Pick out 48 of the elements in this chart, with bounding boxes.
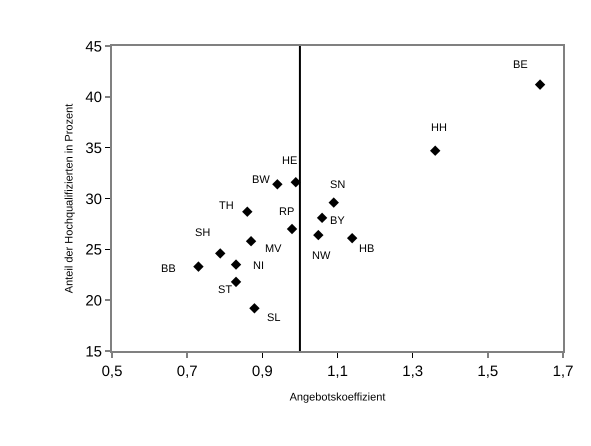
y-tick-label: 20 bbox=[85, 292, 102, 310]
point bbox=[230, 276, 242, 288]
point bbox=[193, 261, 204, 272]
y-tick-label: 25 bbox=[85, 242, 102, 259]
point bbox=[286, 224, 298, 234]
annotation: BB bbox=[161, 263, 176, 275]
annotation: BW bbox=[252, 174, 270, 186]
y-tick-label: 35 bbox=[85, 140, 102, 157]
y-tick-label: 15 bbox=[85, 343, 102, 360]
x-tick-label: 1,5 bbox=[477, 363, 498, 380]
annotation: BY bbox=[330, 215, 346, 227]
y-tick-label: 45 bbox=[85, 38, 102, 56]
point bbox=[313, 230, 324, 240]
x-tick-label: 1,3 bbox=[402, 363, 424, 380]
annotation: BE bbox=[513, 59, 528, 71]
point bbox=[328, 197, 339, 208]
annotation: ST bbox=[218, 284, 232, 296]
y-axis-title: Anteil der Hochqualifizierten in Prozent bbox=[63, 104, 76, 294]
annotation: NW bbox=[312, 250, 331, 262]
y-tick-label: 30 bbox=[85, 190, 102, 208]
annotation: NI bbox=[253, 260, 264, 272]
annotation: HH bbox=[431, 122, 447, 134]
x-tick-label: 0,5 bbox=[102, 363, 122, 380]
point bbox=[249, 303, 260, 314]
annotation: SL bbox=[267, 312, 280, 324]
point bbox=[230, 259, 242, 270]
point bbox=[242, 206, 252, 217]
point bbox=[534, 79, 546, 90]
point bbox=[290, 177, 301, 188]
point bbox=[316, 212, 328, 224]
annotation: HE bbox=[282, 155, 298, 167]
y-tick-label: 40 bbox=[85, 89, 102, 106]
annotation: TH bbox=[219, 200, 234, 212]
point bbox=[272, 179, 283, 190]
x-tick-label: 0,7 bbox=[176, 363, 198, 380]
x-axis-title: Angebotskoeffizient bbox=[290, 392, 386, 404]
x-tick-label: 1,1 bbox=[327, 363, 348, 380]
annotation: SH bbox=[195, 227, 210, 239]
point bbox=[215, 248, 226, 259]
annotation: HB bbox=[359, 243, 374, 255]
point bbox=[430, 146, 440, 156]
point bbox=[246, 236, 256, 246]
x-tick-label: 1,7 bbox=[552, 363, 574, 380]
annotation: MV bbox=[265, 243, 282, 255]
annotation: SN bbox=[330, 179, 346, 191]
x-tick-label: 0,9 bbox=[252, 363, 273, 380]
annotation: RP bbox=[279, 206, 294, 218]
point bbox=[346, 232, 358, 244]
